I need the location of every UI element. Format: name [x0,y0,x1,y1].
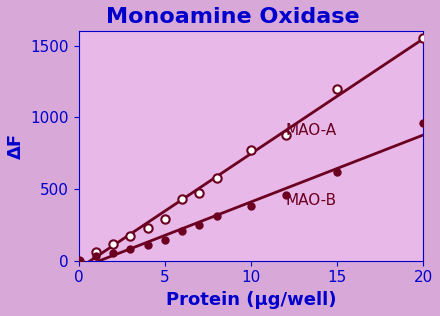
Y-axis label: ΔF: ΔF [7,133,25,159]
X-axis label: Protein (μg/well): Protein (μg/well) [166,291,336,309]
Text: Monoamine Oxidase: Monoamine Oxidase [106,7,360,27]
Text: MAO-B: MAO-B [286,193,337,208]
Text: MAO-A: MAO-A [286,123,337,137]
